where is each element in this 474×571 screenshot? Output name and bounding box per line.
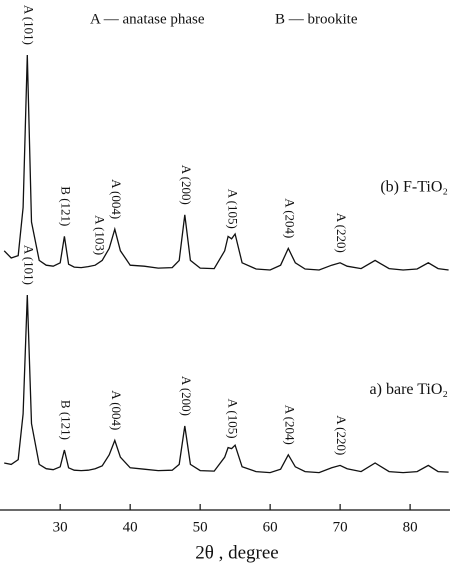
peak-label: B (121) (58, 186, 73, 226)
peak-label: A (204) (282, 405, 297, 445)
x-tick-label: 70 (333, 519, 348, 535)
series-label: (b) F-TiO₂ (380, 179, 448, 196)
x-tick-label: 30 (53, 519, 68, 535)
peak-label: A (220) (334, 415, 349, 455)
x-tick-label: 50 (193, 519, 208, 535)
series-line (3, 54, 449, 271)
peak-label: A (101) (21, 245, 36, 285)
peak-label: A (103) (93, 215, 108, 255)
peak-label: A (220) (334, 213, 349, 253)
legend-text: B — brookite (275, 11, 358, 27)
peak-label: A (204) (282, 198, 297, 238)
peak-label: A (101) (21, 5, 36, 45)
legend-text: A — anatase phase (90, 11, 205, 27)
x-tick-label: 80 (403, 519, 418, 535)
x-axis-label: 2θ , degree (195, 542, 278, 563)
peak-label: A (200) (179, 165, 194, 205)
peak-label: A (105) (226, 189, 241, 229)
peak-label: A (105) (226, 398, 241, 438)
x-tick-label: 60 (263, 519, 278, 535)
series-line (4, 294, 449, 474)
peak-label: B (121) (58, 400, 73, 440)
x-tick-label: 40 (123, 519, 138, 535)
peak-label: A (200) (179, 376, 194, 416)
peak-label: A (004) (109, 179, 124, 219)
series-label: a) bare TiO₂ (370, 381, 448, 398)
peak-label: A (004) (109, 390, 124, 430)
